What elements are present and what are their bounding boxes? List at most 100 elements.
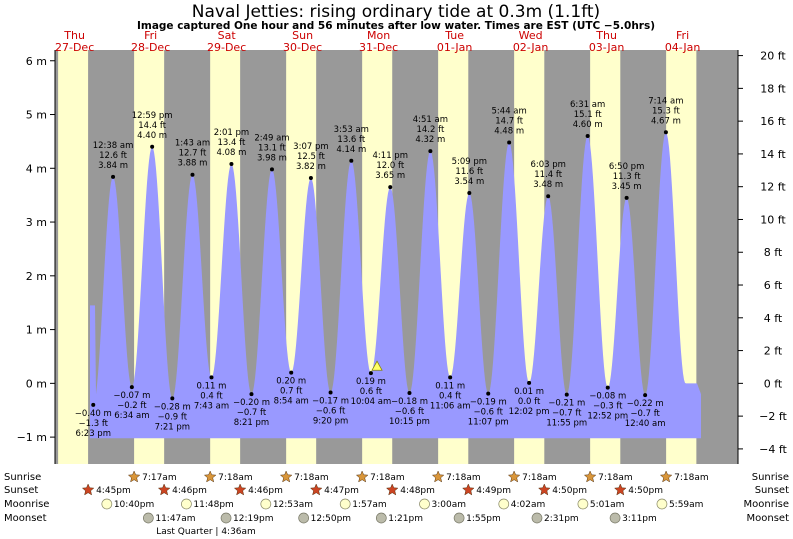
tide-time-4: 7:21 pm xyxy=(155,422,190,432)
tide-time-9: 2:49 am xyxy=(254,133,289,143)
tide-m-20: −0.19 m xyxy=(470,398,507,408)
right-tick-label-11: 18 ft xyxy=(760,82,786,95)
tide-time-24: 11:55 pm xyxy=(546,419,587,429)
tide-time-2: 6:34 am xyxy=(114,411,149,421)
row-label-right-3: Moonset xyxy=(747,513,790,524)
sunset-label-6: 4:50pm xyxy=(552,486,587,496)
right-gutter xyxy=(738,50,793,464)
sunrise-icon xyxy=(431,470,445,483)
tide-m-26: −0.08 m xyxy=(589,392,626,402)
day-labels: Thu27-DecFri28-DecSat29-DecSun30-DecMon3… xyxy=(55,29,700,54)
tide-point-9 xyxy=(269,167,274,172)
tide-m-7: 4.08 m xyxy=(216,148,246,158)
tide-point-8 xyxy=(249,392,254,397)
tide-time-8: 8:21 pm xyxy=(234,418,269,428)
right-tick-label-2: 0 ft xyxy=(764,377,783,390)
tide-time-22: 12:02 pm xyxy=(509,407,550,417)
tide-time-13: 3:53 am xyxy=(334,125,369,135)
tide-point-29 xyxy=(663,130,668,135)
moonset-icon xyxy=(298,512,310,524)
right-tick-label-7: 10 ft xyxy=(760,213,786,226)
right-tick-label-5: 6 ft xyxy=(764,279,783,292)
tide-point-15 xyxy=(388,185,393,190)
day-dow-6: Wed xyxy=(519,29,543,42)
moonset-icon xyxy=(375,512,387,524)
day-date-4: 31-Dec xyxy=(359,41,398,54)
tide-time-15: 4:11 pm xyxy=(373,151,408,161)
tide-time-20: 11:07 pm xyxy=(468,418,509,428)
tide-ft-9: 13.1 ft xyxy=(258,143,286,153)
tide-m-14: 0.19 m xyxy=(356,377,386,387)
tide-ft-26: −0.3 ft xyxy=(593,402,623,412)
sunrise-icon xyxy=(583,470,597,483)
tide-point-14 xyxy=(368,371,373,376)
tide-point-12 xyxy=(328,390,333,395)
tide-time-18: 11:06 am xyxy=(430,401,471,411)
moonset-icon xyxy=(531,512,543,524)
tide-point-5 xyxy=(190,172,195,177)
sunrise-label-2: 7:18am xyxy=(294,473,329,483)
tide-point-20 xyxy=(486,391,491,396)
tide-ft-4: −0.9 ft xyxy=(158,412,188,422)
tide-m-9: 3.98 m xyxy=(257,153,287,163)
tide-ft-5: 12.7 ft xyxy=(179,149,207,159)
sunrise-label-0: 7:17am xyxy=(142,473,177,483)
sunset-icon xyxy=(233,483,247,496)
tide-m-13: 4.14 m xyxy=(336,145,366,155)
tide-m-16: −0.18 m xyxy=(391,397,428,407)
tide-ft-10: 0.7 ft xyxy=(280,387,303,397)
day-date-2: 29-Dec xyxy=(207,41,246,54)
right-tick-label-6: 8 ft xyxy=(764,246,783,259)
sunset-label-0: 4:45pm xyxy=(96,486,131,496)
moonset-label-4: 1:55pm xyxy=(466,514,501,524)
row-label-left-1: Sunset xyxy=(4,485,38,496)
moonset-icon xyxy=(453,512,465,524)
tide-m-0: −0.40 m xyxy=(75,409,112,419)
tide-point-7 xyxy=(229,161,234,166)
sunset-label-5: 4:49pm xyxy=(476,486,511,496)
tide-ft-8: −0.7 ft xyxy=(237,408,267,418)
tide-point-1 xyxy=(111,174,116,179)
sunrise-icon xyxy=(659,470,673,483)
tide-ft-11: 12.5 ft xyxy=(297,152,325,162)
day-dow-4: Mon xyxy=(367,29,390,42)
tide-ft-6: 0.4 ft xyxy=(200,391,223,401)
sunset-label-4: 4:48pm xyxy=(400,486,435,496)
tide-point-13 xyxy=(349,158,354,163)
day-dow-7: Thu xyxy=(595,29,617,42)
tide-ft-17: 14.2 ft xyxy=(416,125,444,135)
day-date-6: 02-Jan xyxy=(513,41,549,54)
tide-water-area xyxy=(90,132,701,439)
right-tick-label-3: 2 ft xyxy=(764,345,783,358)
moonrise-icon xyxy=(101,498,113,510)
right-tick-label-0: −4 ft xyxy=(759,443,787,456)
tide-point-26 xyxy=(605,385,610,390)
tide-m-2: −0.07 m xyxy=(113,391,150,401)
moonset-label-1: 12:19pm xyxy=(233,514,273,524)
moonset-label-2: 12:50pm xyxy=(311,514,351,524)
sunset-icon xyxy=(81,483,95,496)
chart-subtitle: Image captured One hour and 56 minutes a… xyxy=(137,20,655,32)
day-date-1: 28-Dec xyxy=(131,41,170,54)
tide-ft-18: 0.4 ft xyxy=(439,391,462,401)
moonrise-icon xyxy=(498,498,510,510)
tide-time-1: 12:38 am xyxy=(93,141,134,151)
chart-axes: −1 m 0 m 1 m 2 m 3 m 4 m 5 m 6 m −4 ft −2 ft 0 ft 2… xyxy=(17,50,788,464)
tide-m-4: −0.28 m xyxy=(154,402,191,412)
tide-m-15: 3.65 m xyxy=(375,171,405,181)
tide-ft-22: 0.0 ft xyxy=(518,397,541,407)
row-label-left-0: Sunrise xyxy=(4,472,41,483)
moonrise-icon xyxy=(419,498,430,510)
tide-ft-15: 12.0 ft xyxy=(376,161,404,171)
left-tick-label-5: 4 m xyxy=(26,162,47,175)
tide-time-17: 4:51 am xyxy=(413,115,448,125)
tide-point-16 xyxy=(407,391,412,396)
moonrise-label-5: 4:02am xyxy=(511,500,546,510)
left-tick-label-0: −1 m xyxy=(17,431,47,444)
tide-time-23: 6:03 pm xyxy=(530,160,565,170)
tide-time-10: 8:54 am xyxy=(274,397,309,407)
moonset-label-6: 3:11pm xyxy=(622,514,657,524)
moonset-icon xyxy=(142,512,154,524)
